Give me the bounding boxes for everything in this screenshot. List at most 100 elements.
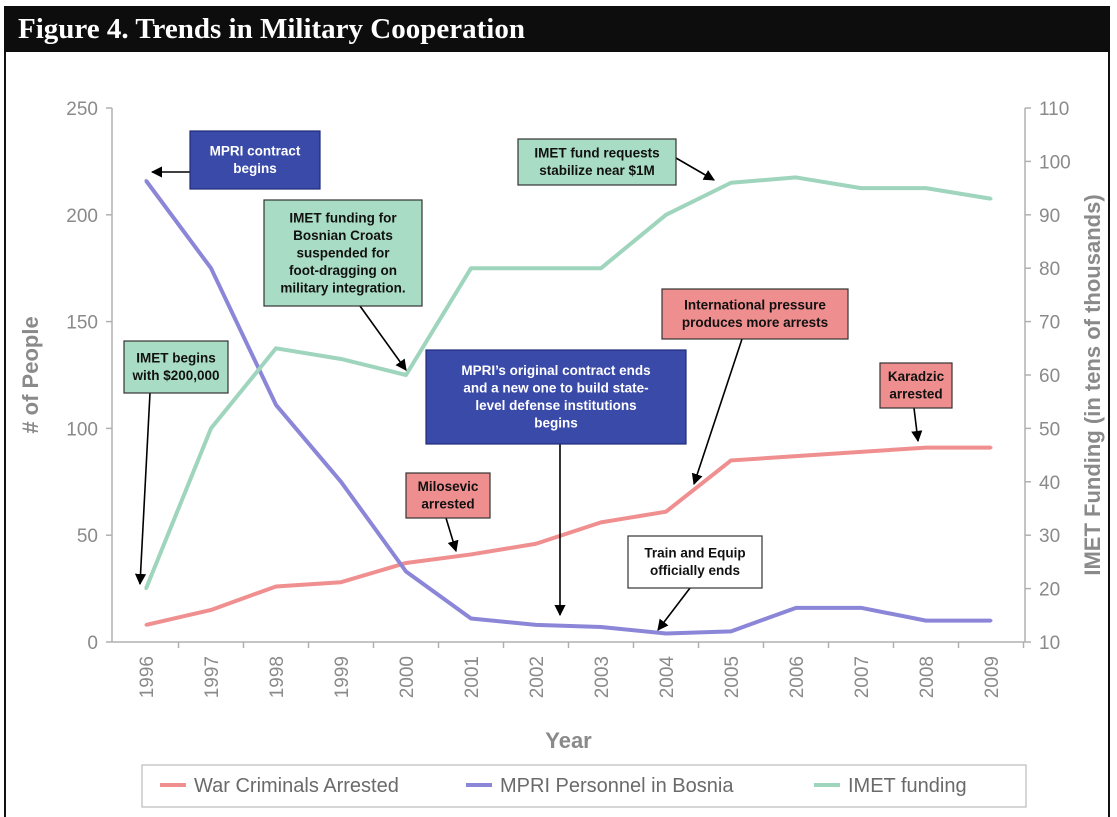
- y-tick-label: 100: [66, 419, 98, 440]
- data-point-mpri-personnel-in-bosnia: [859, 606, 863, 610]
- annotation-text-imet-begins: IMET begins: [136, 351, 216, 366]
- data-point-imet-funding: [859, 186, 863, 190]
- x-tick-label: 2006: [787, 656, 808, 698]
- legend-label-imet-funding: IMET funding: [848, 775, 967, 797]
- data-point-mpri-personnel-in-bosnia: [599, 625, 603, 629]
- x-tick-label: 2001: [462, 656, 483, 698]
- x-tick-label: 1999: [332, 656, 353, 698]
- annotation-text-intl-pressure: produces more arrests: [682, 315, 828, 330]
- x-tick-label: 1998: [267, 656, 288, 698]
- data-point-imet-funding: [664, 213, 668, 217]
- annotation-text-milosevic: Milosevic: [418, 479, 479, 494]
- y2-tick-label: 100: [1039, 152, 1071, 173]
- annotation-arrow-train-equip: [657, 587, 691, 631]
- annotation-text-mpri-new: MPRI’s original contract ends: [461, 363, 650, 378]
- annotation-arrow-imet-begins: [134, 392, 151, 586]
- data-point-mpri-personnel-in-bosnia: [274, 403, 278, 407]
- annotation-text-mpri-new: begins: [534, 416, 578, 431]
- data-point-mpri-personnel-in-bosnia: [534, 623, 538, 627]
- figure-frame: [4, 6, 1110, 817]
- y2-tick-label: 70: [1039, 313, 1060, 334]
- y2-tick-label: 20: [1039, 580, 1060, 601]
- annotation-box-intl-pressure: [661, 288, 849, 340]
- data-point-mpri-personnel-in-bosnia: [729, 629, 733, 633]
- annotation-text-mpri-new: and a new one to build state-: [463, 381, 648, 396]
- data-point-war-criminals-arrested: [274, 584, 278, 588]
- annotation-box-imet-begins: [123, 340, 229, 394]
- x-tick-label: 2003: [592, 656, 613, 698]
- data-point-war-criminals-arrested: [989, 446, 993, 450]
- y-tick-label: 150: [66, 313, 98, 334]
- data-point-mpri-personnel-in-bosnia: [924, 619, 928, 623]
- y-tick-label: 250: [66, 99, 98, 120]
- annotation-box-imet-suspended: [263, 199, 423, 307]
- annotation-text-imet-suspended: military integration.: [280, 280, 405, 295]
- annotation-text-imet-suspended: IMET funding for: [289, 210, 397, 225]
- x-tick-label: 2005: [722, 656, 743, 698]
- x-tick-label: 2002: [527, 656, 548, 698]
- series-line-imet-funding: [144, 175, 992, 590]
- annotation-arrow-milosevic: [445, 517, 459, 553]
- data-point-war-criminals-arrested: [469, 552, 473, 556]
- annotation-text-mpri-begins: MPRI contract: [210, 144, 301, 159]
- data-point-war-criminals-arrested: [209, 608, 213, 612]
- y-tick-label: 200: [66, 206, 98, 227]
- x-tick-label: 2000: [397, 656, 418, 698]
- annotation-arrow-karadzic: [911, 407, 923, 443]
- data-point-war-criminals-arrested: [729, 458, 733, 462]
- data-point-war-criminals-arrested: [599, 520, 603, 524]
- data-point-mpri-personnel-in-bosnia: [209, 266, 213, 270]
- y2-tick-label: 90: [1039, 206, 1060, 227]
- annotation-text-karadzic: arrested: [889, 387, 942, 402]
- annotation-text-train-equip: Train and Equip: [644, 546, 745, 561]
- annotation-box-train-equip: [627, 535, 763, 589]
- figure-title: Figure 4. Trends in Military Cooperation: [4, 6, 1110, 52]
- annotation-text-mpri-new: level defense institutions: [475, 398, 636, 413]
- annotation-box-karadzic: [879, 362, 953, 409]
- y-tick-label: 50: [77, 526, 98, 547]
- data-point-mpri-personnel-in-bosnia: [469, 617, 473, 621]
- data-point-mpri-personnel-in-bosnia: [664, 631, 668, 635]
- data-point-imet-funding: [339, 357, 343, 361]
- legend-label-war-criminals-arrested: War Criminals Arrested: [194, 775, 399, 797]
- annotation-text-karadzic: Karadzic: [888, 369, 945, 384]
- y2-tick-label: 40: [1039, 473, 1060, 494]
- data-point-war-criminals-arrested: [144, 623, 148, 627]
- legend-box: [141, 764, 1027, 808]
- x-tick-label: 2004: [657, 656, 678, 699]
- data-point-war-criminals-arrested: [859, 450, 863, 454]
- annotation-box-mpri-new: [425, 349, 687, 445]
- data-point-imet-funding: [794, 175, 798, 179]
- y2-tick-label: 50: [1039, 419, 1060, 440]
- x-tick-label: 2008: [917, 656, 938, 698]
- series-line-mpri-personnel-in-bosnia: [144, 179, 991, 636]
- data-point-imet-funding: [534, 266, 538, 270]
- y-axis-title: # of People: [18, 316, 43, 433]
- annotation-arrow-intl-pressure: [691, 338, 743, 486]
- data-point-mpri-personnel-in-bosnia: [989, 619, 993, 623]
- annotation-text-imet-suspended: foot-dragging on: [289, 263, 397, 278]
- annotation-text-imet-suspended: suspended for: [296, 245, 390, 260]
- data-point-mpri-personnel-in-bosnia: [794, 606, 798, 610]
- x-tick-label: 2009: [982, 656, 1003, 698]
- data-point-imet-funding: [924, 186, 928, 190]
- annotation-text-intl-pressure: International pressure: [684, 298, 826, 313]
- x-tick-label: 1996: [137, 656, 158, 698]
- data-point-mpri-personnel-in-bosnia: [144, 179, 148, 183]
- data-point-war-criminals-arrested: [534, 542, 538, 546]
- data-point-war-criminals-arrested: [664, 510, 668, 514]
- annotation-box-mpri-begins: [189, 130, 321, 190]
- annotation-arrow-imet-stabilize: [675, 157, 715, 181]
- data-point-imet-funding: [469, 266, 473, 270]
- annotation-text-imet-stabilize: IMET fund requests: [534, 146, 659, 161]
- data-point-imet-funding: [599, 266, 603, 270]
- data-point-war-criminals-arrested: [339, 580, 343, 584]
- data-point-imet-funding: [989, 197, 993, 201]
- annotation-text-milosevic: arrested: [421, 497, 474, 512]
- data-point-war-criminals-arrested: [794, 454, 798, 458]
- annotation-arrow-imet-suspended: [359, 305, 407, 371]
- data-point-imet-funding: [144, 587, 148, 591]
- data-point-imet-funding: [729, 181, 733, 185]
- y-tick-label: 0: [87, 633, 98, 654]
